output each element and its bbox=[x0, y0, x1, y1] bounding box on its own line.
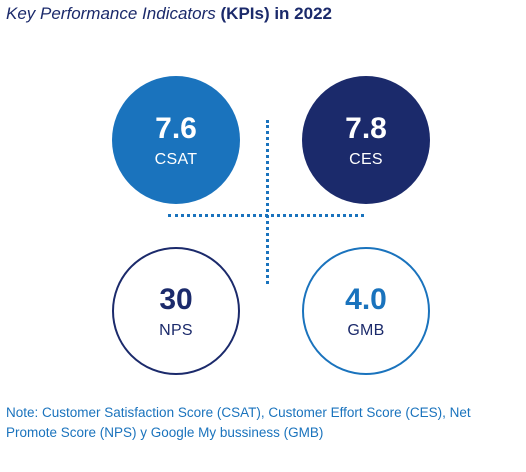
vertical-divider bbox=[266, 120, 269, 284]
page-title: Key Performance Indicators (KPIs) in 202… bbox=[6, 4, 332, 24]
kpi-label-ces: CES bbox=[349, 150, 383, 168]
kpi-label-nps: NPS bbox=[159, 321, 193, 339]
footnote: Note: Customer Satisfaction Score (CSAT)… bbox=[6, 405, 471, 440]
kpi-circle-ces: 7.8 CES bbox=[302, 76, 430, 204]
kpi-circle-csat: 7.6 CSAT bbox=[112, 76, 240, 204]
page-title-italic: Key Performance Indicators bbox=[6, 4, 216, 23]
page-title-bold: (KPIs) in 2022 bbox=[220, 4, 333, 23]
kpi-value-gmb: 4.0 bbox=[345, 282, 387, 316]
kpi-label-gmb: GMB bbox=[347, 321, 385, 339]
kpi-value-ces: 7.8 bbox=[345, 111, 387, 145]
kpi-label-csat: CSAT bbox=[154, 150, 198, 168]
kpi-circle-nps: 30 NPS bbox=[112, 247, 240, 375]
kpi-value-nps: 30 bbox=[159, 282, 193, 316]
kpi-value-csat: 7.6 bbox=[155, 111, 197, 145]
kpi-circle-gmb: 4.0 GMB bbox=[302, 247, 430, 375]
